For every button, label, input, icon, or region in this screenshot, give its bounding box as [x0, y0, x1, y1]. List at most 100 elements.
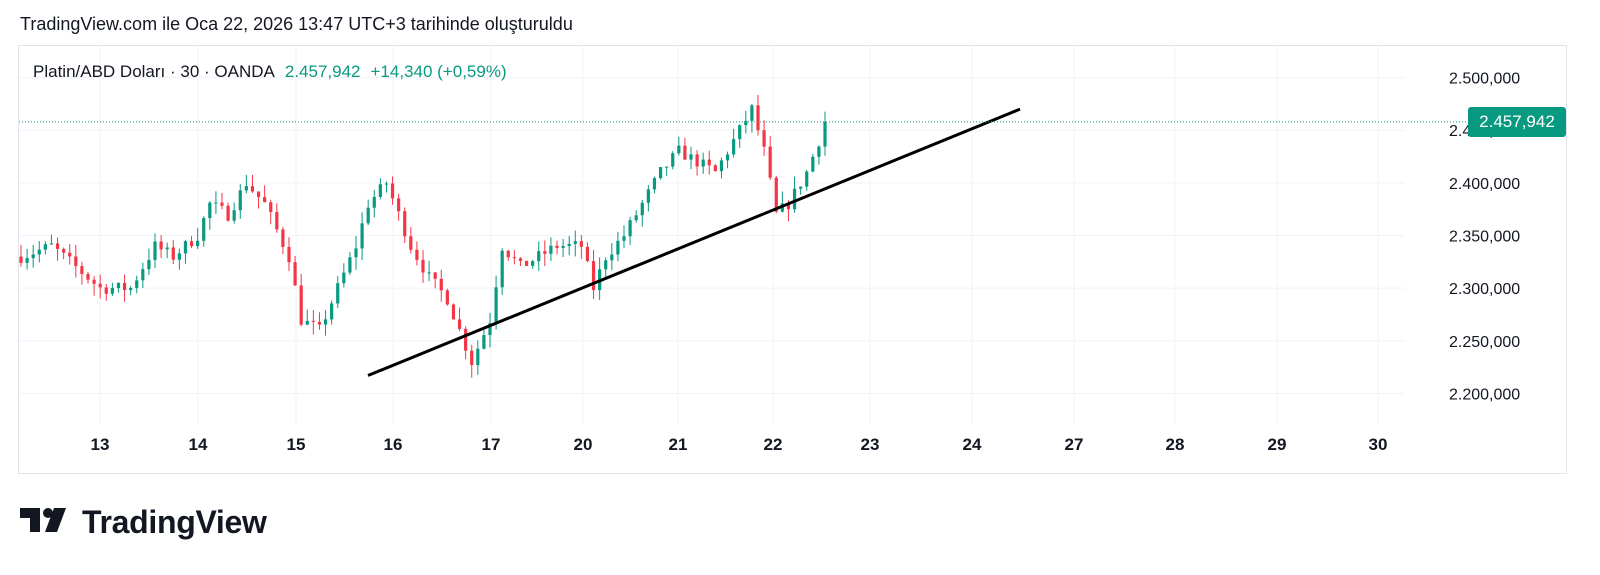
candle-body: [616, 240, 620, 255]
candle-body: [202, 218, 206, 241]
candle-body: [397, 198, 401, 212]
candle-body: [360, 223, 364, 249]
y-tick-label: 2.350,000: [1449, 229, 1520, 246]
candle-body: [537, 251, 541, 262]
candle-body: [37, 249, 41, 255]
candle-body: [622, 236, 626, 241]
candle-body: [256, 191, 261, 198]
candle-body: [610, 254, 614, 261]
candle-body: [768, 146, 772, 178]
candles: [19, 94, 827, 378]
x-tick-label: 22: [764, 435, 783, 454]
candle-body: [208, 202, 212, 219]
candle-body: [226, 205, 230, 221]
candle-body: [823, 121, 827, 147]
y-tick-label: 2.400,000: [1449, 176, 1520, 193]
candle-body: [238, 190, 242, 211]
candle-body: [451, 304, 456, 320]
candle-body: [159, 241, 163, 250]
x-axis[interactable]: 13 14 15 16 17 20 21 22 23 24 27 28 29 30: [91, 435, 1388, 454]
created-header: TradingView.com ile Oca 22, 2026 13:47 U…: [20, 14, 573, 34]
candle-body: [750, 105, 754, 121]
candle-body: [177, 253, 181, 260]
candle-body: [707, 159, 711, 166]
symbol-label[interactable]: Platin/ABD Doları · 30 · OANDA: [33, 62, 275, 81]
candle-body: [141, 269, 145, 281]
candle-body: [165, 247, 169, 250]
candle-body: [683, 145, 687, 160]
y-tick-label: 2.300,000: [1449, 281, 1520, 298]
candle-body: [43, 244, 47, 250]
candle-body: [171, 247, 175, 260]
candle-body: [524, 260, 529, 266]
candle-body: [719, 160, 724, 172]
trendline-layer[interactable]: [367, 107, 1021, 377]
candle-body: [762, 130, 766, 147]
candle-body: [640, 202, 644, 216]
chart-frame: [18, 45, 1567, 474]
candle-body: [55, 243, 60, 249]
candle-body: [512, 257, 516, 259]
x-tick-label: 29: [1268, 435, 1287, 454]
candle-body: [323, 319, 328, 325]
candle-body: [336, 283, 340, 304]
candle-body: [725, 154, 730, 161]
candle-body: [464, 328, 468, 351]
candle-body: [817, 146, 821, 157]
y-tick-label: 2.250,000: [1449, 334, 1520, 351]
candle-body: [342, 272, 346, 284]
candle-body: [488, 323, 492, 336]
candle-body: [409, 236, 413, 250]
last-price-value: 2.457,942: [284, 62, 361, 81]
candle-body: [189, 241, 194, 247]
brand-name: TradingView: [82, 504, 267, 540]
candle-body: [573, 241, 577, 244]
candle-body: [287, 246, 291, 263]
brand[interactable]: TradingView: [20, 504, 267, 541]
candle-body: [799, 186, 803, 189]
candle-body: [805, 171, 809, 187]
x-tick-label: 16: [384, 435, 403, 454]
x-tick-label: 15: [287, 435, 306, 454]
y-tick-label: 2.200,000: [1449, 386, 1520, 403]
candle-body: [299, 285, 303, 325]
candle-body: [366, 207, 370, 224]
candle-body: [196, 240, 200, 247]
candle-body: [543, 251, 547, 254]
candle-body: [263, 197, 267, 203]
x-tick-label: 28: [1166, 435, 1185, 454]
candle-body: [732, 139, 736, 155]
candle-body: [506, 250, 510, 258]
candle-body: [786, 203, 791, 210]
x-tick-label: 21: [669, 435, 688, 454]
candle-body: [445, 290, 449, 305]
candle-body: [275, 212, 279, 230]
candle-body: [269, 202, 273, 213]
candle-body: [135, 280, 139, 288]
candle-body: [330, 303, 334, 320]
candle-body: [86, 273, 90, 280]
candle-body: [311, 320, 315, 322]
candle-body: [116, 282, 121, 289]
candle-body: [348, 257, 352, 273]
candle-body: [549, 245, 553, 254]
candle-body: [531, 261, 535, 266]
candle-body: [220, 202, 224, 206]
candle-body: [92, 279, 96, 284]
candle-body: [281, 229, 285, 247]
candle-body: [713, 165, 717, 172]
candle-body: [232, 210, 236, 221]
candle-body: [293, 262, 297, 286]
candle-body: [518, 258, 523, 261]
price-change-value: +14,340 (+0,59%): [370, 62, 507, 81]
candle-body: [104, 287, 108, 294]
trendline[interactable]: [367, 107, 1021, 377]
candle-body: [470, 350, 474, 366]
x-tick-label: 20: [574, 435, 593, 454]
candle-body: [49, 243, 54, 245]
candle-body: [183, 241, 188, 254]
candle-body: [500, 250, 504, 288]
x-tick-label: 23: [861, 435, 880, 454]
last-price-tag: 2.457,942: [1468, 106, 1566, 137]
